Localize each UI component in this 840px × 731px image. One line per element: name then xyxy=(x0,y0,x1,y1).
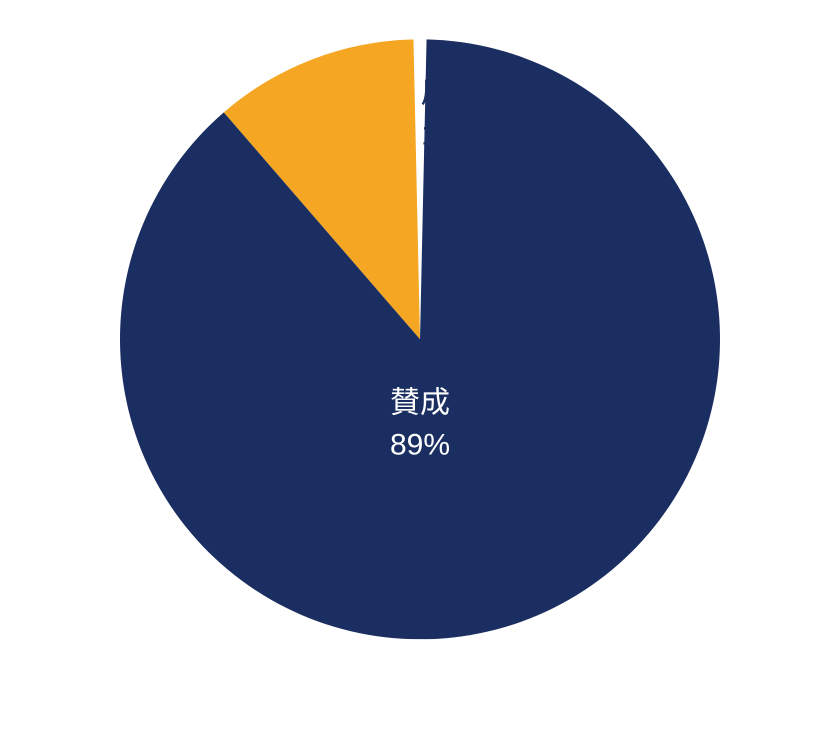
slice-label-percent-agree: 89% xyxy=(390,424,450,466)
slice-label-text-oppose: 反対 xyxy=(420,72,480,114)
slice-label-agree: 賛成89% xyxy=(390,382,450,466)
slice-label-oppose: 反対11% xyxy=(420,72,480,156)
pie-chart-container: 反対11% 賛成89% xyxy=(120,39,720,644)
slice-label-percent-oppose: 11% xyxy=(420,114,480,156)
slice-label-text-agree: 賛成 xyxy=(390,382,450,424)
